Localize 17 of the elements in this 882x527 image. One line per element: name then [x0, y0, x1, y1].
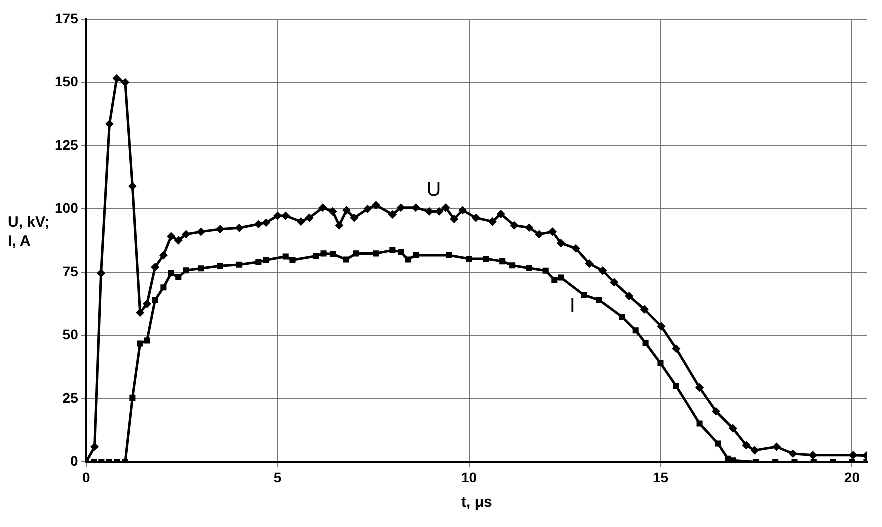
y-tick-label: 125: [55, 136, 79, 153]
x-tick-label: 20: [844, 469, 860, 486]
x-tick-label: 10: [461, 469, 478, 486]
y-tick-label: 25: [62, 390, 79, 406]
x-tick-label: 5: [274, 469, 282, 486]
y-tick-label: 75: [62, 263, 79, 280]
y-tick-label: 175: [55, 10, 79, 26]
x-tick-label: 15: [652, 469, 669, 486]
y-tick-label: 150: [55, 74, 79, 90]
y-axis-title: U, kV; I, A: [8, 213, 51, 252]
series-label: U: [426, 178, 442, 201]
x-axis-title: t, μs: [462, 494, 492, 512]
y-tick-label: 0: [70, 453, 79, 470]
x-tick-label: 0: [82, 469, 90, 486]
y-tick-label: 50: [62, 326, 79, 343]
series-label: I: [570, 295, 576, 318]
y-tick-label: 100: [55, 200, 79, 216]
